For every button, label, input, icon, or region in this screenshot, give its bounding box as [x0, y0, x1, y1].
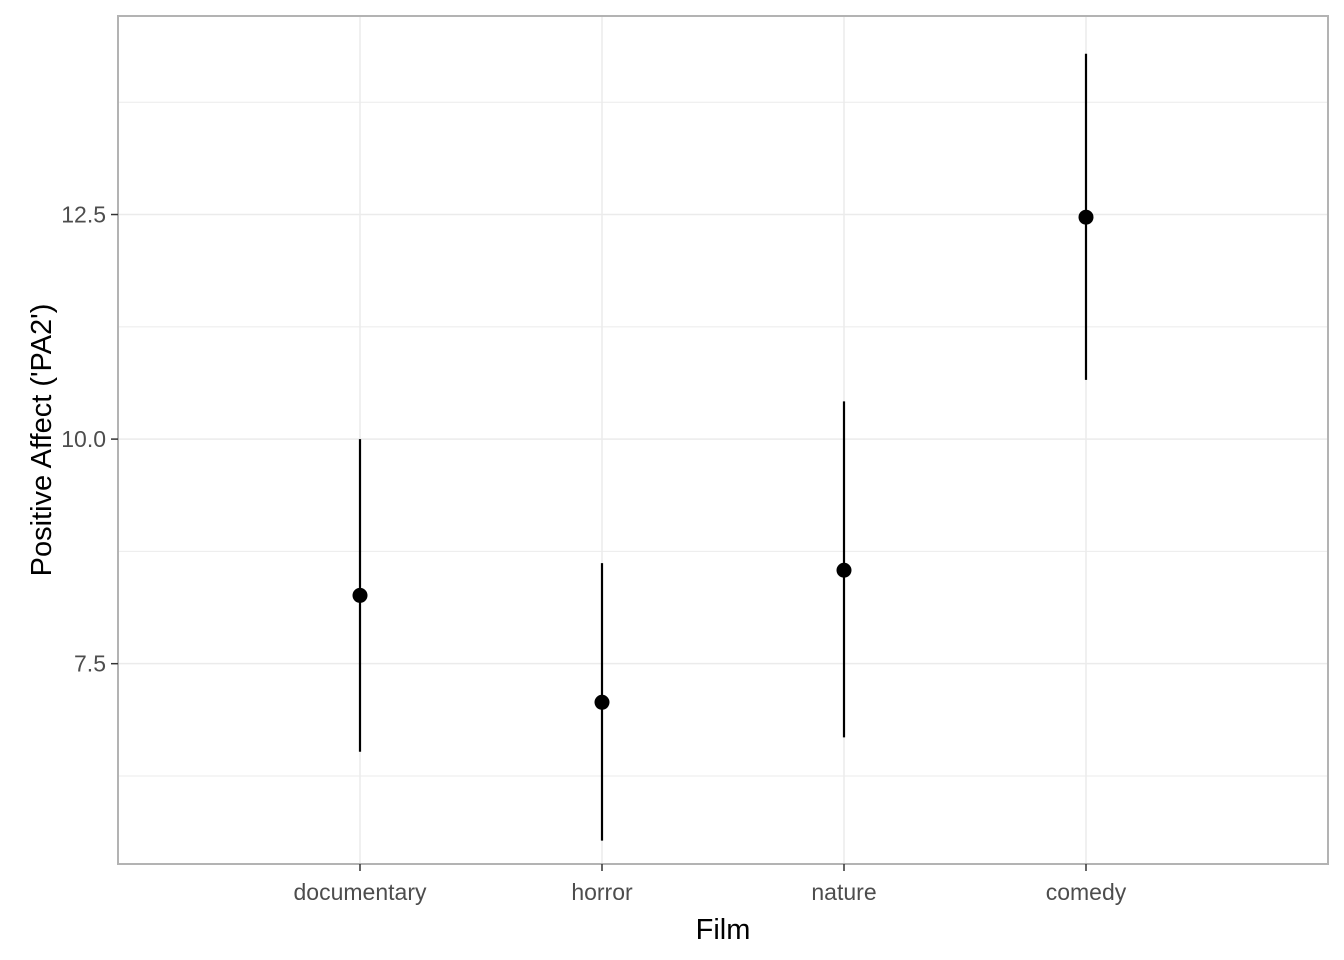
x-tick-label-documentary: documentary — [294, 879, 427, 905]
x-axis-title: Film — [696, 914, 751, 946]
y-tick-label: 7.5 — [74, 651, 106, 677]
point-ranges — [352, 53, 1094, 841]
x-tick-label-nature: nature — [811, 879, 876, 905]
mean-point-documentary — [352, 587, 368, 603]
y-axis-title: Positive Affect ('PA2') — [26, 304, 58, 577]
y-tick-label: 10.0 — [61, 426, 106, 452]
x-tick-label-horror: horror — [571, 879, 633, 905]
panel-border — [117, 15, 1329, 865]
mean-point-nature — [836, 562, 852, 578]
mean-point-horror — [594, 694, 610, 710]
axis-ticks: 7.5 10.0 12.5 documentary horror nature comedy — [61, 202, 1127, 905]
y-tick-label: 12.5 — [61, 202, 106, 228]
x-tick-label-comedy: comedy — [1046, 879, 1127, 905]
mean-point-comedy — [1078, 209, 1094, 225]
